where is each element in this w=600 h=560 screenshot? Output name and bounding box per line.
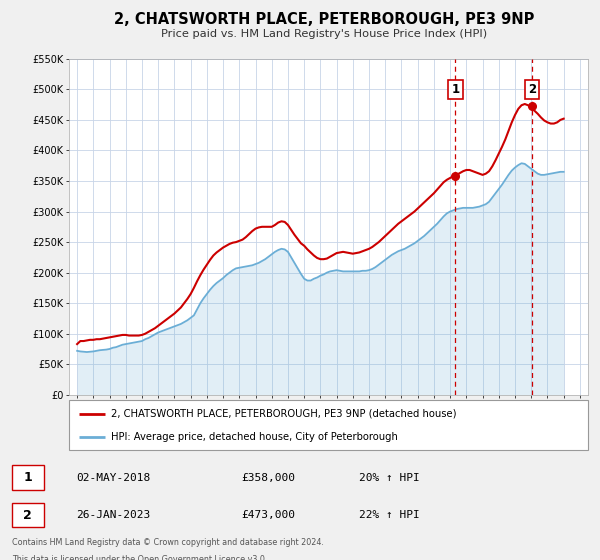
Text: HPI: Average price, detached house, City of Peterborough: HPI: Average price, detached house, City… [110, 432, 397, 442]
Text: 1: 1 [23, 471, 32, 484]
FancyBboxPatch shape [12, 503, 44, 528]
Text: £358,000: £358,000 [241, 473, 295, 483]
Text: This data is licensed under the Open Government Licence v3.0.: This data is licensed under the Open Gov… [12, 555, 267, 560]
FancyBboxPatch shape [69, 400, 588, 450]
Text: £473,000: £473,000 [241, 510, 295, 520]
FancyBboxPatch shape [12, 465, 44, 489]
Text: 2, CHATSWORTH PLACE, PETERBOROUGH, PE3 9NP (detached house): 2, CHATSWORTH PLACE, PETERBOROUGH, PE3 9… [110, 409, 456, 419]
Text: 2, CHATSWORTH PLACE, PETERBOROUGH, PE3 9NP: 2, CHATSWORTH PLACE, PETERBOROUGH, PE3 9… [114, 12, 534, 26]
Text: 26-JAN-2023: 26-JAN-2023 [77, 510, 151, 520]
Text: Price paid vs. HM Land Registry's House Price Index (HPI): Price paid vs. HM Land Registry's House … [161, 29, 487, 39]
Text: Contains HM Land Registry data © Crown copyright and database right 2024.: Contains HM Land Registry data © Crown c… [12, 538, 324, 547]
Text: 22% ↑ HPI: 22% ↑ HPI [359, 510, 419, 520]
Text: 02-MAY-2018: 02-MAY-2018 [77, 473, 151, 483]
Text: 2: 2 [529, 83, 536, 96]
Text: 2: 2 [23, 509, 32, 522]
Text: 20% ↑ HPI: 20% ↑ HPI [359, 473, 419, 483]
Text: 1: 1 [451, 83, 460, 96]
